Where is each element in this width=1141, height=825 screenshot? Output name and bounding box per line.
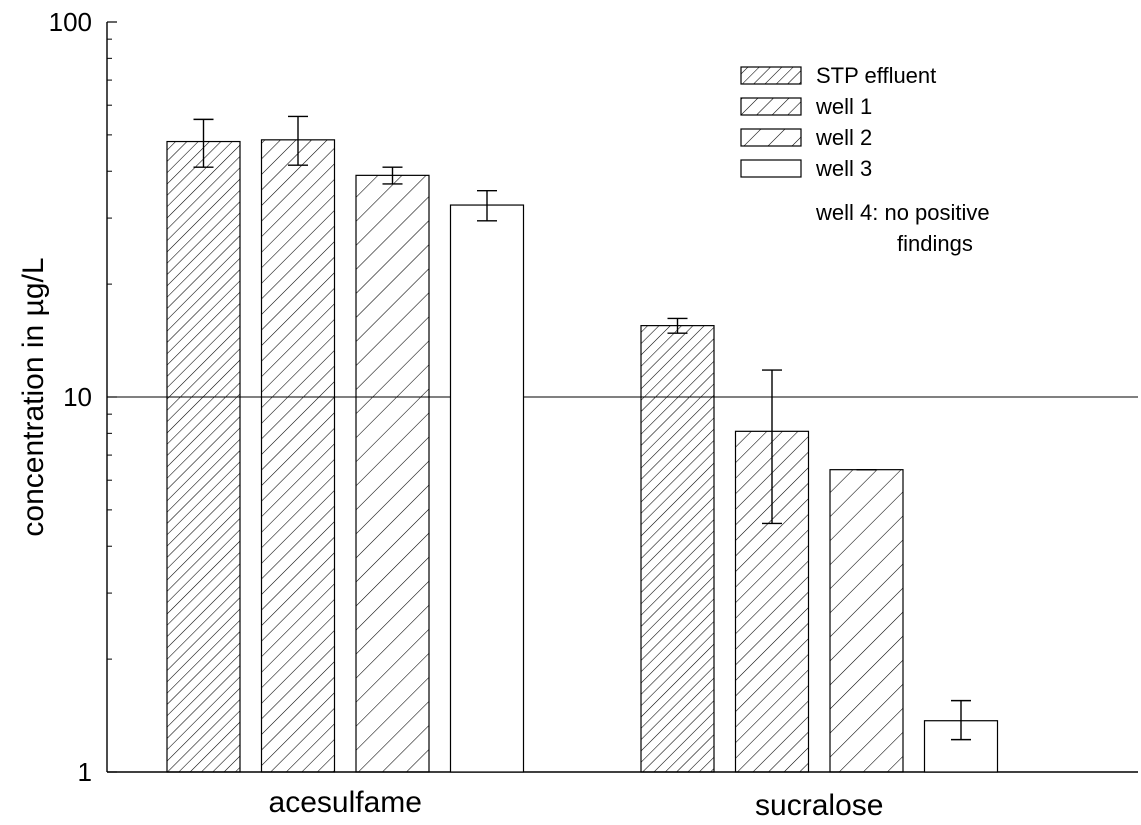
y-tick-label: 10 xyxy=(63,382,92,412)
bar-acesulfame-0 xyxy=(166,140,241,773)
bar-acesulfame-3 xyxy=(449,204,525,773)
category-label-sucralose: sucralose xyxy=(755,789,883,822)
legend-note-line-1: well 4: no positive xyxy=(815,200,990,225)
bars xyxy=(166,139,999,773)
legend-swatch-0 xyxy=(740,66,802,85)
bar-acesulfame-2 xyxy=(355,174,430,773)
legend-swatch-3 xyxy=(740,159,802,178)
error-bars xyxy=(193,115,971,741)
legend-label-2: well 2 xyxy=(815,125,872,150)
bar-sucralose-0 xyxy=(640,325,715,773)
legend-label-1: well 1 xyxy=(815,94,872,119)
category-labels: acesulfame sucralose xyxy=(269,786,884,822)
legend-label-3: well 3 xyxy=(815,156,872,181)
y-ticks: 1 10 100 xyxy=(49,7,117,787)
category-label-acesulfame: acesulfame xyxy=(269,786,422,819)
y-tick-label: 100 xyxy=(49,7,92,37)
bar-acesulfame-1 xyxy=(260,139,336,773)
legend-label-0: STP effluent xyxy=(816,63,936,88)
legend-note-line-2: findings xyxy=(897,231,973,256)
bar-sucralose-2 xyxy=(829,469,904,773)
legend-swatch-2 xyxy=(740,128,802,147)
legend: STP effluent well 1 well 2 well 3 well 4: no… xyxy=(740,63,990,256)
y-axis-title: concentration in µg/L xyxy=(17,257,50,536)
y-tick-label: 1 xyxy=(78,757,92,787)
legend-swatch-1 xyxy=(740,97,802,116)
